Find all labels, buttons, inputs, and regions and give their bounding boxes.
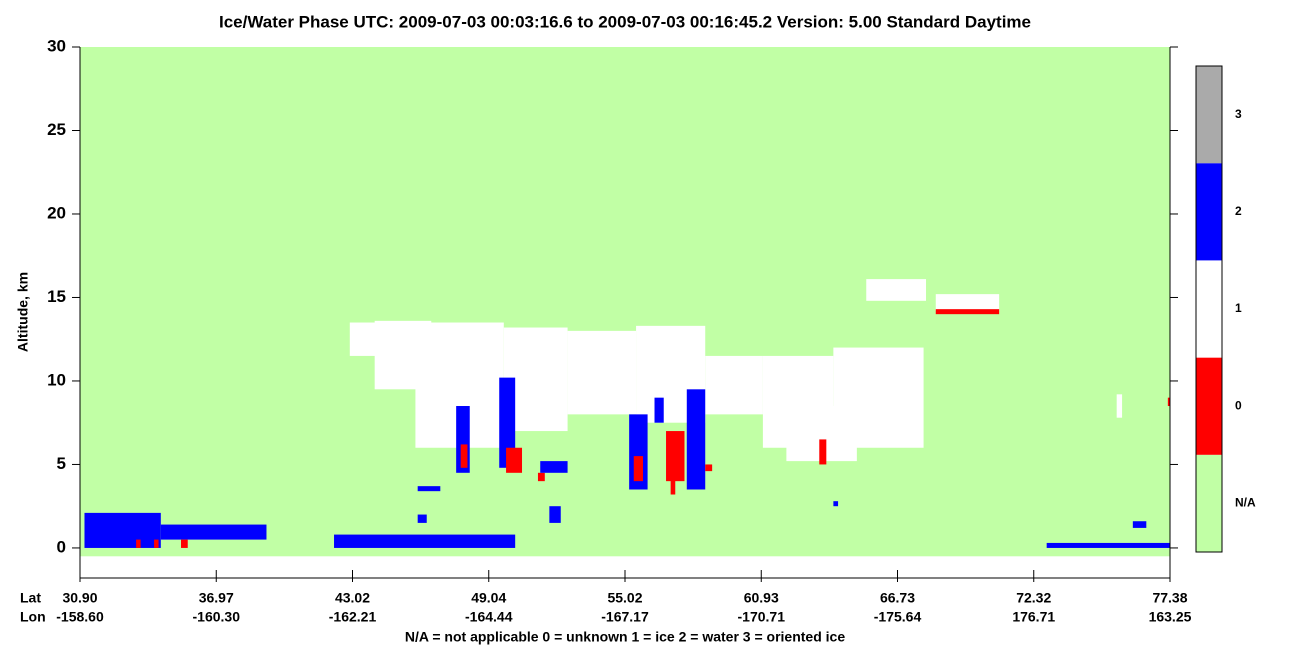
colorbar-swatch bbox=[1196, 163, 1222, 261]
y-tick-label: 20 bbox=[47, 203, 66, 222]
phase-cell bbox=[460, 444, 468, 468]
phase-cell bbox=[1132, 521, 1147, 528]
lon-tick-label: -164.44 bbox=[465, 609, 513, 625]
y-tick-label: 15 bbox=[47, 287, 66, 306]
colorbar-label: 2 bbox=[1235, 204, 1242, 218]
phase-cell bbox=[84, 512, 161, 548]
footnote: N/A = not applicable 0 = unknown 1 = ice… bbox=[405, 629, 845, 645]
y-tick-label: 25 bbox=[47, 120, 66, 139]
phase-cell bbox=[136, 539, 141, 548]
y-tick-label: 30 bbox=[47, 36, 66, 55]
lat-tick-label: 49.04 bbox=[471, 590, 506, 606]
lat-tick-label: 43.02 bbox=[335, 590, 370, 606]
phase-cell bbox=[866, 279, 927, 301]
phase-cell bbox=[181, 539, 188, 548]
lon-tick-label: 176.71 bbox=[1012, 609, 1055, 625]
lat-tick-label: 36.97 bbox=[199, 590, 234, 606]
phase-cell bbox=[633, 456, 643, 482]
lon-tick-label: -170.71 bbox=[738, 609, 786, 625]
phase-cell bbox=[549, 506, 561, 523]
phase-cell bbox=[935, 309, 1000, 315]
lat-tick-label: 66.73 bbox=[880, 590, 915, 606]
phase-cell bbox=[334, 534, 516, 548]
chart-title: Ice/Water Phase UTC: 2009-07-03 00:03:16… bbox=[219, 12, 1031, 31]
lat-row-label: Lat bbox=[20, 590, 41, 606]
colorbar-label: 3 bbox=[1235, 107, 1242, 121]
lat-tick-label: 77.38 bbox=[1152, 590, 1187, 606]
phase-cell bbox=[705, 355, 763, 415]
lon-tick-label: -175.64 bbox=[874, 609, 922, 625]
colorbar-swatch bbox=[1196, 357, 1222, 455]
phase-cell bbox=[540, 461, 568, 473]
colorbar-label: N/A bbox=[1235, 496, 1256, 510]
phase-cell bbox=[686, 389, 706, 490]
phase-cell bbox=[499, 377, 516, 468]
phase-cell bbox=[567, 330, 637, 415]
phase-cell bbox=[670, 472, 676, 495]
lon-tick-label: -160.30 bbox=[193, 609, 241, 625]
lat-tick-label: 72.32 bbox=[1016, 590, 1051, 606]
lat-tick-label: 30.90 bbox=[62, 590, 97, 606]
phase-cell bbox=[654, 397, 664, 423]
lat-tick-label: 55.02 bbox=[607, 590, 642, 606]
phase-cell bbox=[417, 514, 427, 523]
lon-tick-label: -167.17 bbox=[601, 609, 649, 625]
na-background bbox=[80, 47, 1170, 557]
lon-tick-label: -162.21 bbox=[329, 609, 377, 625]
colorbar-label: 1 bbox=[1235, 301, 1242, 315]
phase-cell bbox=[1116, 394, 1123, 418]
colorbar-label: 0 bbox=[1235, 398, 1242, 412]
phase-cell bbox=[666, 431, 685, 482]
colorbar-swatch bbox=[1196, 66, 1222, 164]
colorbar-swatch bbox=[1196, 454, 1222, 552]
y-tick-label: 10 bbox=[47, 370, 66, 389]
y-tick-label: 5 bbox=[57, 454, 66, 473]
lon-tick-label: -158.60 bbox=[56, 609, 104, 625]
y-axis-label: Altitude, km bbox=[15, 272, 31, 352]
lon-row-label: Lon bbox=[20, 609, 46, 625]
phase-cell bbox=[819, 439, 827, 465]
phase-cell bbox=[506, 447, 523, 473]
phase-cell bbox=[160, 524, 267, 540]
lon-tick-label: 163.25 bbox=[1149, 609, 1192, 625]
phase-cell bbox=[935, 294, 1000, 311]
phase-cell bbox=[833, 501, 839, 507]
phase-cell bbox=[537, 472, 545, 482]
colorbar-swatch bbox=[1196, 260, 1222, 358]
phase-cell bbox=[1167, 397, 1170, 407]
phase-cell bbox=[154, 539, 159, 548]
phase-cell bbox=[1046, 542, 1170, 548]
lat-tick-label: 60.93 bbox=[744, 590, 779, 606]
colorbar-frame bbox=[1195, 65, 1223, 553]
phase-cell bbox=[705, 464, 713, 472]
phase-cell bbox=[417, 486, 441, 492]
y-tick-label: 0 bbox=[57, 537, 66, 556]
